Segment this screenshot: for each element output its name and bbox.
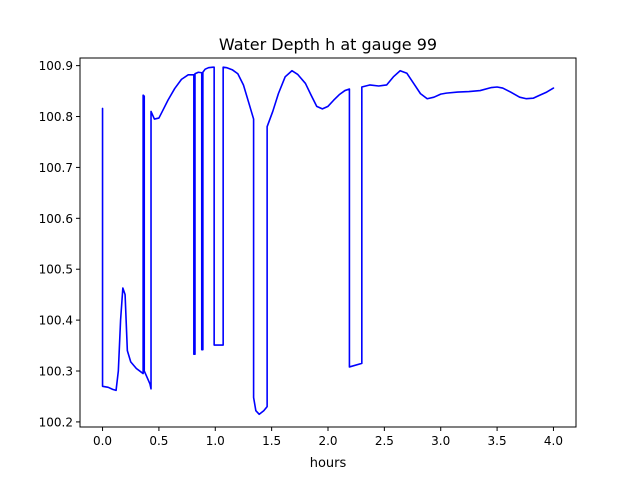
y-tick-label: 100.8 [39,110,73,124]
x-tick-label: 1.5 [262,434,281,448]
x-tick-label: 1.0 [206,434,225,448]
x-tick-label: 4.0 [544,434,563,448]
x-tick-label: 2.5 [375,434,394,448]
y-axis-ticks: 100.2 100.3 100.4 100.5 100.6 100.7 100.8 100.9 [39,59,80,429]
y-tick-label: 100.5 [39,263,73,277]
y-tick-label: 100.9 [39,59,73,73]
chart-title: Water Depth h at gauge 99 [219,35,437,54]
y-tick-label: 100.2 [39,415,73,429]
x-tick-label: 2.0 [318,434,337,448]
x-tick-label: 0.0 [93,434,112,448]
x-tick-label: 0.5 [149,434,168,448]
x-tick-label: 3.0 [431,434,450,448]
axes-frame [79,57,577,428]
y-tick-label: 100.6 [39,212,73,226]
x-tick-label: 3.5 [488,434,507,448]
series-line-0 [101,66,555,416]
y-tick-label: 100.7 [39,161,73,175]
y-tick-label: 100.4 [39,314,73,328]
y-tick-label: 100.3 [39,365,73,379]
x-axis-label: hours [310,456,347,471]
x-axis-ticks: 0.0 0.5 1.0 1.5 2.0 2.5 3.0 3.5 4.0 [93,427,563,448]
plot-area [101,66,555,416]
